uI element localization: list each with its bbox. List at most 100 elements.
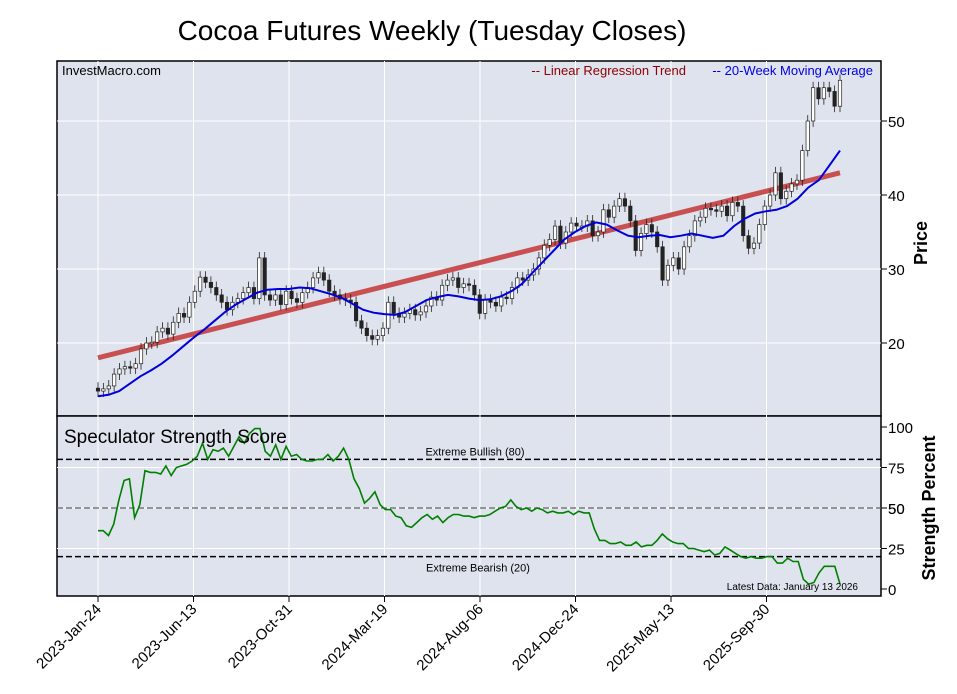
strength-tick-label: 25 [888, 542, 905, 559]
candle-up [402, 313, 407, 318]
candle-up [160, 327, 165, 333]
price-axis-label: Price [911, 221, 931, 265]
watermark-text: InvestMacro.com [62, 63, 161, 78]
candle-up [757, 224, 762, 244]
x-tick-label: 2024-Mar-19 [319, 601, 392, 674]
candle-down [590, 220, 595, 237]
candle-down [208, 281, 213, 288]
candle-up [198, 276, 203, 292]
candle-up [719, 205, 724, 212]
candle-down [327, 279, 332, 292]
candle-up [805, 120, 810, 151]
candle-down [827, 87, 832, 92]
candle-up [273, 294, 278, 301]
candle-up [644, 224, 649, 234]
candle-up [461, 283, 466, 288]
candle-up [133, 363, 138, 369]
candle-up [112, 373, 117, 387]
candle-up [241, 292, 246, 299]
strength-tick-label: 0 [888, 582, 896, 599]
x-tick-label: 2023-Oct-31 [225, 601, 296, 672]
candle-up [149, 341, 154, 345]
chart-title: Cocoa Futures Weekly (Tuesday Closes) [178, 15, 687, 46]
candle-down [181, 313, 187, 318]
moving-average-line [97, 150, 841, 398]
candle-up [794, 179, 800, 185]
candle-up [509, 287, 515, 299]
candle-up [569, 222, 574, 233]
date-x-ticks: 2023-Jan-24 2023-Jun-13 2023-Oct-31 2024-Ma… [33, 596, 773, 675]
price-panel [56, 60, 882, 417]
candle-down [493, 301, 498, 307]
candle-down [289, 290, 294, 299]
candle-up [762, 205, 767, 225]
x-tick-label: 2024-Dec-24 [509, 601, 582, 674]
candle-up [821, 87, 826, 100]
candle-down [262, 257, 267, 296]
candle-down [95, 387, 101, 392]
candle-up [639, 233, 644, 251]
candle-up [595, 231, 601, 237]
candle-down [413, 309, 418, 316]
candle-down [660, 246, 665, 281]
candle-down [488, 299, 493, 303]
candle-up [117, 368, 122, 375]
x-tick-label: 2025-May-13 [603, 601, 678, 676]
candle-up [176, 313, 181, 323]
x-tick-label: 2025-Sep-30 [700, 601, 773, 674]
candle-down [504, 296, 509, 299]
candle-up [617, 198, 622, 207]
candle-up [547, 239, 552, 246]
extreme-bullish-label: Extreme Bullish (80) [425, 446, 524, 458]
candle-up [311, 277, 316, 288]
candle-down [165, 327, 170, 335]
candle-up [687, 235, 692, 248]
candle-down [778, 172, 783, 200]
candle-up [665, 264, 670, 281]
candle-up [418, 311, 423, 316]
candle-up [106, 385, 111, 390]
candle-down [391, 301, 396, 314]
candle-down [364, 327, 369, 336]
candle-down [606, 209, 611, 218]
candle-up [692, 220, 697, 237]
legend-moving-average: -- 20-Week Moving Average [712, 63, 873, 78]
candle-up [122, 366, 127, 370]
candle-down [649, 224, 654, 233]
candle-down [622, 198, 627, 207]
candle-down [735, 202, 740, 207]
candle-up [380, 327, 386, 336]
price-grid [57, 61, 881, 416]
candle-down [203, 276, 208, 283]
candle-down [676, 257, 681, 270]
candle-up [316, 272, 321, 279]
price-tick-label: 20 [888, 336, 905, 353]
candle-down [321, 272, 326, 281]
candle-down [466, 283, 472, 286]
strength-tick-label: 75 [888, 461, 905, 478]
candle-up [101, 388, 106, 392]
candle-down [278, 294, 283, 305]
price-tick-label: 50 [888, 114, 905, 131]
candle-down [574, 222, 579, 227]
candle-down [219, 294, 224, 303]
candle-up [784, 190, 789, 200]
candle-up [552, 225, 558, 240]
candle-up [682, 246, 687, 270]
candle-down [725, 205, 730, 217]
candle-up [773, 172, 778, 196]
candle-up [429, 296, 434, 307]
candle-down [128, 366, 133, 369]
candle-up [751, 242, 757, 249]
strength-panel [56, 415, 882, 597]
x-tick-label: 2024-Aug-06 [413, 601, 486, 674]
candle-up [171, 321, 176, 335]
strength-tick-label: 100 [888, 420, 913, 437]
candle-up [730, 202, 735, 217]
candle-up [192, 290, 197, 303]
strength-score-line [98, 427, 841, 585]
candle-up [601, 209, 606, 233]
strength-extra-tick-label: 50 [888, 501, 905, 518]
candle-down [520, 277, 525, 281]
